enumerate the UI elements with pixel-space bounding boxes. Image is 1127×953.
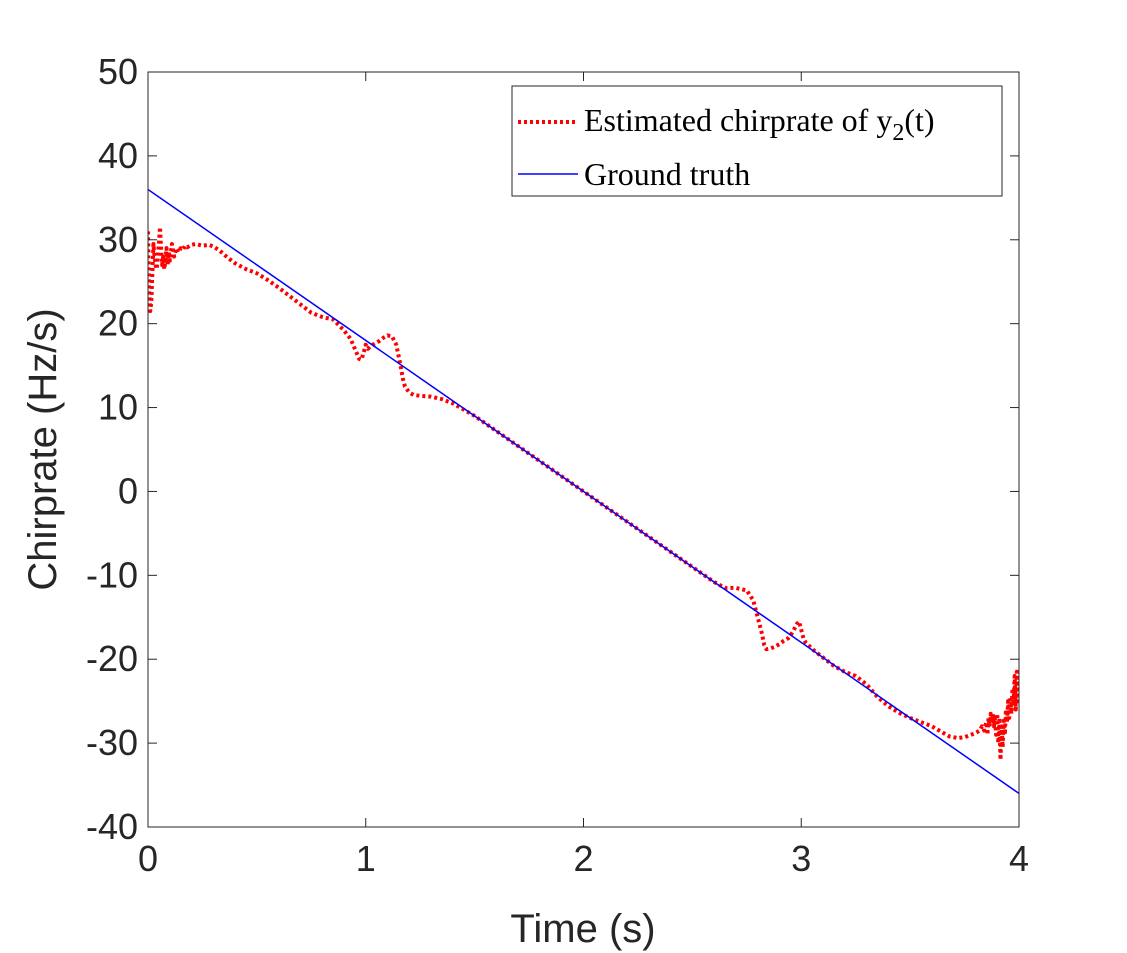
y-tick-label: 10 [98,387,138,428]
y-tick-label: 40 [98,135,138,176]
series-ground-truth [148,188,1019,795]
legend-estimated-sub: 2 [892,120,904,146]
plot-area [148,72,1019,827]
x-tick-label: 2 [573,838,593,879]
y-axis-label: Chirprate (Hz/s) [21,308,65,590]
y-tick-label: -40 [86,806,138,847]
legend-estimated-tail: (t) [904,102,934,138]
y-tick-label: -20 [86,638,138,679]
legend-estimated-main: Estimated chirprate of y [584,102,892,138]
y-tick-label: 50 [98,51,138,92]
y-tick-label: 20 [98,303,138,344]
legend-estimated-label: Estimated chirprate of y2(t) [584,102,935,146]
x-tick-label: 1 [356,838,376,879]
x-tick-label: 0 [138,838,158,879]
y-tick-label: 0 [118,470,138,511]
x-tick-label: 4 [1009,838,1029,879]
x-axis-label: Time (s) [510,907,655,951]
y-tick-label: -10 [86,554,138,595]
x-tick-label: 3 [791,838,811,879]
y-tick-label: 30 [98,219,138,260]
ticks-layer: 0 1 2 3 4 -40 -30 -20 -10 0 10 20 30 40 50 [86,51,1029,879]
series-layer [148,188,1019,795]
legend-box [511,85,1003,197]
legend-ground-truth-label: Ground truth [584,156,750,192]
y-tick-label: -30 [86,722,138,763]
legend: Estimated chirprate of y2(t) Ground trut… [511,85,1003,197]
